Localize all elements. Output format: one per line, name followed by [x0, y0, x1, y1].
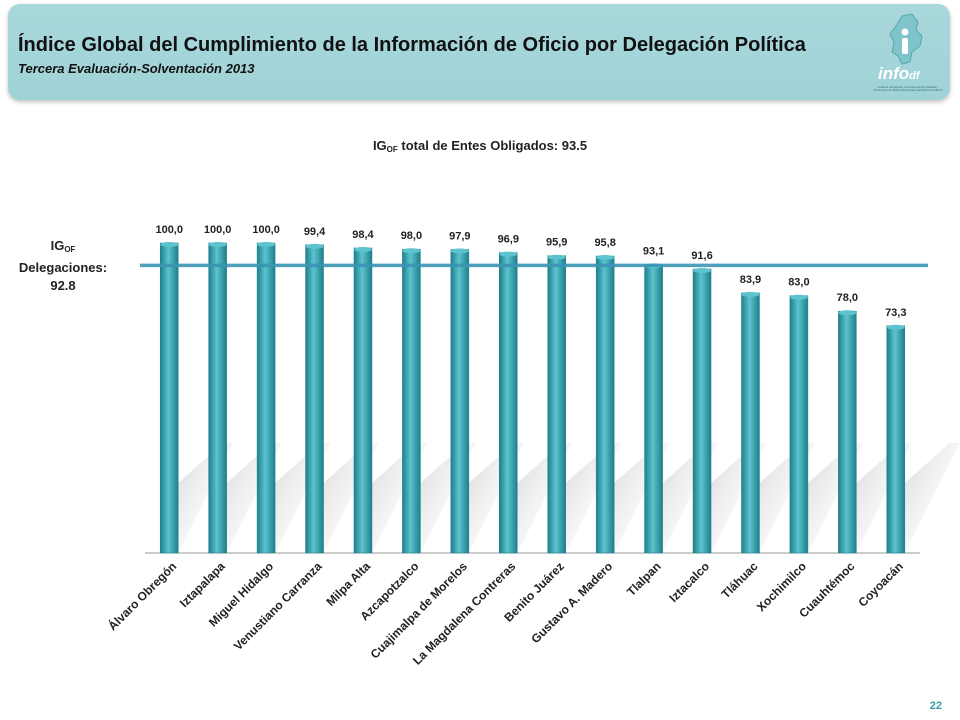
infodf-logo: infodf Instituto de Acceso a la Informac…: [872, 12, 944, 98]
tick-label: Tlalpan: [624, 559, 664, 599]
data-label: 95,9: [546, 237, 567, 249]
value-labels: 100,0 100,0 100,0 99,4 98,4 98,0 97,9 96,9 95,9 9…: [155, 224, 906, 319]
page-title: Índice Global del Cumplimiento de la Inf…: [18, 34, 806, 56]
data-label: 100,0: [204, 224, 232, 236]
bar-cap: [208, 242, 227, 247]
data-label: 78,0: [837, 292, 858, 304]
bar: [305, 244, 324, 554]
data-label: 73,3: [885, 307, 906, 319]
bar: [256, 242, 276, 554]
page-number: 22: [929, 700, 942, 712]
tick-label: Milpa Alta: [323, 559, 373, 609]
bar: [886, 325, 906, 554]
bar-cap: [547, 254, 566, 260]
data-label: 99,4: [304, 226, 326, 238]
bar: [208, 242, 227, 554]
bar-cap: [886, 324, 905, 330]
bar: [547, 255, 566, 554]
bar: [353, 247, 373, 554]
bar: [159, 242, 179, 554]
tick-label: Venustiano Carranza: [231, 559, 325, 653]
bar-cap: [257, 242, 276, 247]
chart-title: IGOF total de Entes Obligados: 93.5: [372, 138, 588, 154]
data-label: 91,6: [691, 250, 712, 262]
bar-cap: [499, 251, 518, 257]
bar: [838, 310, 857, 554]
bar-cap: [741, 291, 760, 297]
tick-label: Gustavo A. Madero: [528, 559, 615, 646]
tick-label: Cuajimalpa de Morelos: [368, 559, 471, 662]
bar: [644, 264, 663, 554]
bar: [741, 292, 760, 554]
logo-wordmark: infodf: [878, 64, 920, 83]
data-label: 83,9: [740, 274, 761, 286]
bar-cap: [450, 248, 469, 254]
bar-cap: [596, 255, 615, 261]
tick-label: Coyoacán: [855, 559, 905, 609]
bar: [402, 248, 421, 554]
bar-cap: [789, 294, 808, 300]
tick-label: Álvaro Obregón: [105, 559, 180, 634]
data-label: 95,8: [594, 237, 615, 249]
bar-cap: [693, 268, 712, 274]
page-subtitle: Tercera Evaluación-Solventación 2013: [18, 61, 255, 76]
bar: [450, 249, 470, 554]
data-label: 100,0: [155, 224, 183, 236]
data-label: 98,0: [401, 230, 422, 242]
data-label: 83,0: [788, 277, 809, 289]
bar-cap: [305, 243, 324, 249]
tick-label: Tláhuac: [719, 559, 761, 601]
bar: [499, 252, 518, 554]
data-label: 100,0: [252, 224, 280, 236]
bar: [692, 268, 712, 554]
map-emblem-icon: [889, 13, 923, 65]
bar-cap: [838, 310, 857, 316]
data-label: 98,4: [352, 229, 374, 241]
data-label: 96,9: [498, 234, 519, 246]
bar-cap: [353, 246, 372, 252]
header-banner: Índice Global del Cumplimiento de la Inf…: [8, 4, 950, 100]
bar-shadow: [904, 443, 960, 553]
bar: [595, 255, 615, 554]
tick-label: Iztapalapa: [177, 559, 228, 610]
average-label: IGOF Delegaciones: 92.8: [18, 238, 108, 293]
tick-label: Iztacalco: [666, 559, 712, 605]
logo-caption: Instituto de Acceso a la Información Púb…: [873, 85, 943, 92]
data-label: 93,1: [643, 245, 664, 257]
bars-group: [159, 242, 906, 554]
bar-cap: [402, 248, 421, 254]
bar-cap: [160, 242, 179, 247]
bar: [789, 295, 809, 554]
data-label: 97,9: [449, 231, 470, 243]
